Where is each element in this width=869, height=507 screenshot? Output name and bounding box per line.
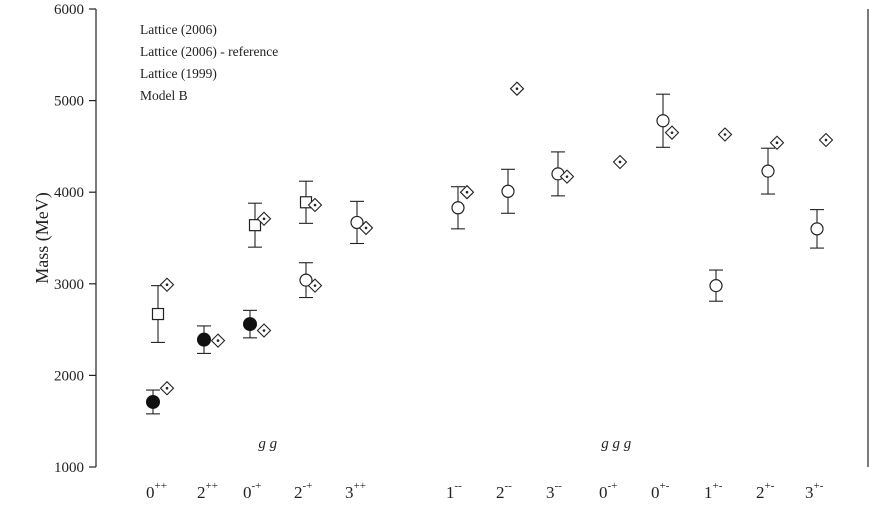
data-point [307, 278, 323, 293]
data-point [243, 317, 257, 332]
data-point [248, 219, 262, 232]
y-tick-label: 4000 [54, 185, 84, 201]
x-category-label: 0++ [146, 480, 167, 502]
y-ticks: 1000 2000 3000 4000 5000 6000 [54, 2, 96, 476]
data-point [350, 215, 364, 230]
x-category-labels: 0++ 2++ 0-+ 2-+ 3++ 1-- 2-- 3-- 0-+ 0+- 1+- 2+- 3+- [146, 480, 824, 502]
data-point [509, 81, 525, 96]
y-tick-label: 1000 [54, 460, 84, 476]
x-category-label: 2+- [756, 480, 775, 502]
data-point [197, 332, 211, 347]
x-category-label: 1+- [704, 480, 723, 502]
y-tick-label: 3000 [54, 277, 84, 293]
data-point [818, 132, 834, 148]
data-point [717, 127, 733, 142]
data-point [761, 164, 775, 178]
x-category-label: 0-+ [243, 480, 261, 502]
data-point [559, 169, 575, 184]
data-point [664, 125, 680, 140]
data-point [159, 277, 175, 292]
legend: Lattice (2006) Lattice (2006) - reference… [140, 22, 278, 103]
y-axis-label: Mass (MeV) [32, 192, 53, 284]
data-point [146, 394, 160, 409]
x-category-label: 0-+ [599, 480, 617, 502]
x-category-label: 3++ [345, 480, 366, 502]
x-category-label: 3+- [805, 480, 824, 502]
data-point [299, 273, 313, 287]
data-point [210, 333, 226, 348]
group-label: g g g [601, 436, 632, 452]
data-point [709, 279, 723, 293]
x-category-label: 2-- [496, 480, 512, 502]
legend-entry: Lattice (2006) - reference [140, 44, 278, 59]
data-point [256, 323, 272, 338]
x-category-label: 2++ [197, 480, 218, 502]
data-point [810, 222, 824, 236]
y-tick-label: 5000 [54, 94, 84, 110]
data-point [159, 380, 175, 396]
data-point [501, 184, 515, 198]
y-tick-label: 2000 [54, 368, 84, 384]
x-category-label: 3-- [546, 480, 562, 502]
y-tick-label: 6000 [54, 2, 84, 18]
data-point [612, 154, 628, 170]
data-point [307, 197, 323, 213]
chart-axes [95, 9, 869, 467]
data-point [256, 211, 272, 227]
legend-entry: Model B [140, 88, 188, 103]
data-point [451, 201, 465, 215]
data-marks [146, 81, 834, 415]
data-point [151, 307, 165, 321]
group-label: g g [258, 436, 277, 452]
data-point [358, 220, 374, 236]
x-category-label: 1-- [446, 480, 462, 502]
x-category-label: 0+- [651, 480, 670, 502]
data-point [459, 184, 475, 200]
x-category-label: 2-+ [294, 480, 312, 502]
legend-entry: Lattice (1999) [140, 66, 217, 81]
data-point [656, 114, 670, 128]
legend-entry: Lattice (2006) [140, 22, 217, 37]
data-point [769, 135, 785, 151]
